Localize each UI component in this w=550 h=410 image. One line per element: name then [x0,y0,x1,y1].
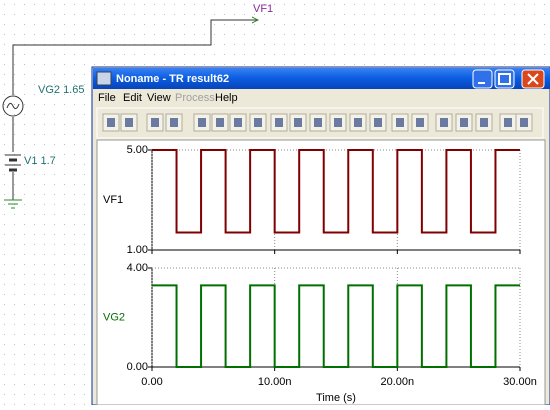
y-tick-label: 0.00 [127,361,148,373]
tool-icon [416,118,424,127]
menu-item[interactable]: Process [175,92,215,104]
window: Noname - TR result62 File Edit View Process… [91,66,550,406]
waveform [152,149,520,234]
tool-icon [198,118,206,127]
source-wave [6,102,20,110]
x-tick-label: 20.00n [381,376,415,388]
y-tick-label: 5.00 [127,144,148,156]
tool-icon [254,118,262,127]
maximize-button[interactable] [494,69,515,89]
toolbar-buttons [102,113,533,132]
menu-item[interactable]: View [147,92,171,104]
wire [12,19,258,95]
window-title: Noname - TR result62 [116,73,229,85]
plot-area [96,139,546,406]
x-axis-label: Time (s) [316,392,356,404]
app-icon [96,71,112,86]
series-label: VF1 [103,194,123,206]
schematic [2,16,260,209]
tool-icon [170,118,178,127]
plots: 1.00 5.00 VF1 0.00 4.00 VG2 0.00 10.00n 20.00n 30… [103,144,537,404]
icon [498,73,511,85]
tool-icon [480,118,488,127]
tool-icon [374,118,382,127]
tool-icon [354,118,362,127]
source-symbol [2,95,24,117]
source-label: VG2 1.65 [38,84,84,96]
icon [527,73,539,85]
menu-item[interactable]: File [98,92,116,104]
y-tick-label: 4.00 [127,262,148,274]
tool-icon [216,118,224,127]
x-tick-label: 30.00n [503,376,537,388]
tool-icon [151,118,159,127]
x-tick-label: 10.00n [258,376,292,388]
probe-label: VF1 [253,3,273,15]
tool-icon [234,118,242,127]
x-tick-label: 0.00 [141,376,162,388]
tool-icon [125,118,133,127]
tool-icon [396,118,404,127]
tool-icon [314,118,322,127]
battery-label: V1 1.7 [24,155,56,167]
tool-icon [294,118,302,127]
tool-icon [520,118,528,127]
tool-icon [334,118,342,127]
series-label: VG2 [103,311,125,323]
y-tick-label: 1.00 [127,244,148,256]
minimize-button[interactable] [472,69,493,89]
tool-icon [275,118,283,127]
tool-icon [107,118,115,127]
tool-icon [504,118,512,127]
title-bar [93,68,550,89]
waveform [152,284,520,368]
tool-icon [440,118,448,127]
menu-item[interactable]: Help [215,92,238,104]
menu-bar: File Edit View Process Help [98,92,238,104]
menu-item[interactable]: Edit [123,92,142,104]
tool-icon [460,118,468,127]
probe-arrow [251,16,260,24]
